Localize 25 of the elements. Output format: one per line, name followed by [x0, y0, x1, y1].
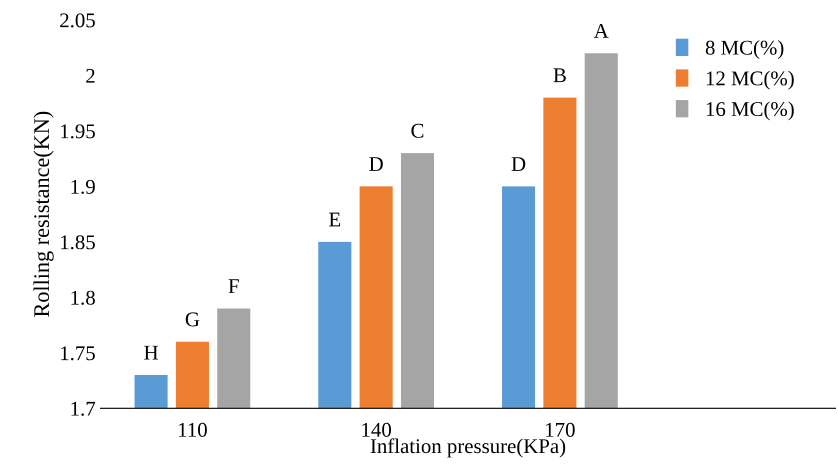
legend-label: 8 MC(%) [706, 40, 784, 59]
y-tick-label: 1.8 [71, 290, 95, 305]
y-tick-label: 1.95 [61, 124, 95, 138]
data-label: D [512, 157, 526, 171]
data-label: G [186, 312, 200, 326]
y-tick-label: 2.05 [60, 13, 95, 28]
data-label: C [411, 124, 424, 138]
data-label: F [228, 279, 239, 293]
x-tick-label: 170 [546, 422, 575, 437]
y-tick-label: 1.75 [61, 346, 95, 360]
y-tick-label: 2 [86, 68, 95, 83]
data-label: B [554, 68, 566, 82]
data-label: E [329, 212, 340, 226]
x-tick-label: 110 [179, 422, 207, 437]
legend-label: 16 MC(%) [706, 101, 794, 120]
y-tick-label: 1.9 [71, 180, 95, 194]
data-label: H [144, 346, 158, 360]
y-tick-label: 1.85 [61, 235, 95, 250]
x-tick-label: 140 [362, 422, 391, 437]
data-label: A [594, 24, 609, 38]
y-axis-title: Rolling resistance(KN) [33, 112, 54, 317]
x-axis-title: Inflation pressure(KPa) [370, 438, 566, 458]
legend-label: 12 MC(%) [706, 70, 794, 90]
data-label: D [369, 157, 383, 171]
y-tick-label: 1.7 [71, 402, 96, 416]
